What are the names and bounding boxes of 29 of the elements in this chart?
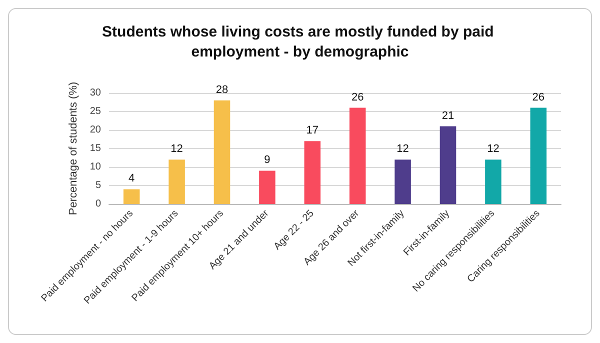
bar	[440, 126, 456, 204]
bar	[349, 108, 366, 204]
y-axis-title: Percentage of students (%)	[67, 82, 80, 216]
data-label: 26	[532, 91, 545, 104]
y-tick-label: 20	[90, 124, 102, 136]
data-label: 28	[216, 84, 228, 96]
bar	[304, 141, 321, 204]
data-label: 12	[487, 143, 500, 156]
y-tick-label: 10	[90, 162, 102, 172]
data-label: 12	[170, 143, 183, 156]
data-label: 17	[306, 124, 319, 137]
bar	[259, 170, 276, 204]
bar	[530, 108, 547, 204]
data-label: 12	[396, 143, 409, 156]
bar	[485, 160, 502, 204]
y-tick-label: 30	[90, 88, 102, 98]
bar	[123, 189, 140, 204]
y-tick-label: 15	[90, 143, 102, 154]
y-tick-label: 25	[90, 106, 102, 117]
bar	[214, 100, 230, 204]
y-tick-label: 5	[95, 180, 102, 191]
chart-title: Students whose living costs are mostly funded by paid employment - by demographic	[102, 24, 498, 60]
data-label: 4	[128, 172, 135, 185]
data-label: 9	[264, 154, 270, 166]
data-label: 26	[351, 91, 364, 104]
bar	[168, 160, 185, 204]
data-label: 21	[442, 110, 454, 122]
y-tick-label: 0	[95, 198, 102, 210]
bar	[394, 160, 411, 204]
